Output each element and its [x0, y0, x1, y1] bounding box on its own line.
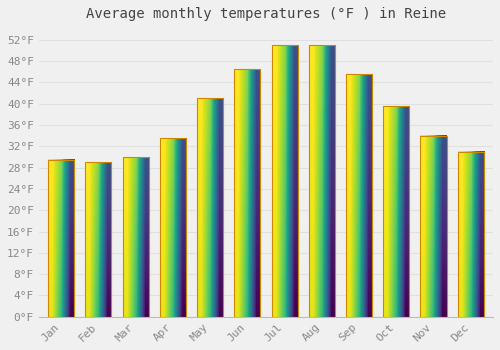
- Bar: [86, 162, 112, 317]
- Bar: [122, 157, 148, 317]
- Bar: [160, 138, 186, 317]
- Bar: [234, 69, 260, 317]
- Bar: [197, 98, 223, 317]
- Bar: [383, 106, 409, 317]
- Bar: [346, 74, 372, 317]
- Bar: [48, 160, 74, 317]
- Bar: [420, 136, 446, 317]
- Bar: [308, 45, 335, 317]
- Bar: [272, 45, 297, 317]
- Bar: [458, 152, 483, 317]
- Title: Average monthly temperatures (°F ) in Reine: Average monthly temperatures (°F ) in Re…: [86, 7, 446, 21]
